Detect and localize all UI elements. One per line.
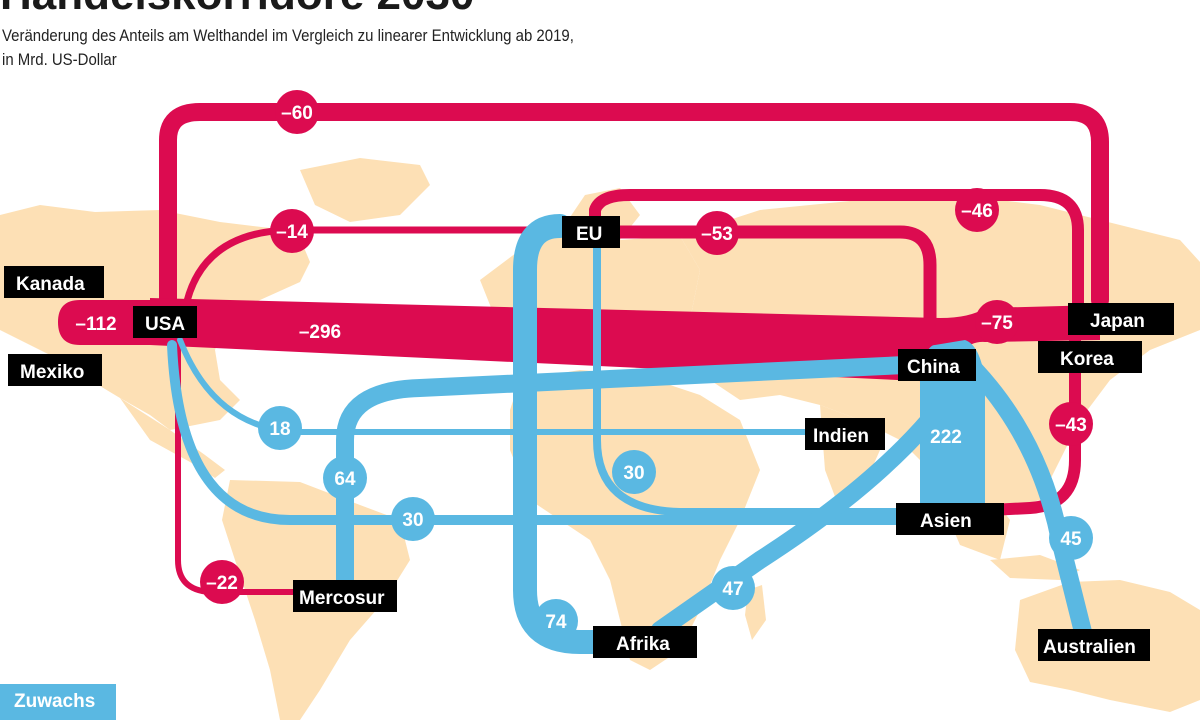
svg-text:USA: USA [145, 314, 185, 335]
region-label-eu: EU [562, 216, 620, 248]
value-label-minus-43: –43 [1055, 415, 1087, 436]
value-label-minus-112-group: –112 [75, 314, 116, 335]
value-label-minus-112: –112 [75, 314, 116, 335]
legend-growth: Zuwachs [0, 684, 116, 720]
land-greenland [300, 158, 430, 222]
svg-text:China: China [907, 357, 960, 378]
value-label-minus-75: –75 [981, 313, 1013, 334]
chart-subtitle: Veränderung des Anteils am Welthandel im… [2, 24, 688, 72]
corridor-japan-asien-43 [984, 334, 1081, 516]
svg-text:Australien: Australien [1043, 637, 1136, 658]
svg-text:Korea: Korea [1060, 349, 1114, 370]
value-label-222: 222 [930, 427, 962, 448]
svg-text:EU: EU [576, 224, 602, 245]
corridor-eu-asien-30 [593, 241, 904, 516]
svg-text:Mexiko: Mexiko [20, 362, 84, 383]
corridor-eu-china-53 [603, 225, 937, 357]
value-circle-minus-46: –46 [955, 188, 999, 232]
value-circle-30-usa: 30 [391, 497, 435, 541]
flow-value-labels: –60 –14 –53 –46 –112 –296 –75 –43 –22 18… [75, 90, 1093, 643]
region-label-indien: Indien [805, 418, 885, 450]
value-label-minus-296: –296 [299, 322, 341, 343]
value-label-45: 45 [1060, 529, 1082, 550]
svg-text:Kanada: Kanada [16, 274, 85, 295]
region-label-kanada: Kanada [4, 266, 104, 298]
value-circle-45: 45 [1049, 516, 1093, 560]
svg-text:Afrika: Afrika [616, 634, 670, 655]
corridor-afrika-china-47 [651, 371, 969, 639]
svg-text:Asien: Asien [920, 511, 972, 532]
value-label-30-usa: 30 [402, 510, 423, 531]
region-labels: Kanada USA Mexiko EU Japan Korea China I… [4, 216, 1174, 661]
value-circle-minus-60: –60 [275, 90, 319, 134]
svg-text:Japan: Japan [1090, 311, 1145, 332]
corridor-usa-japan-60 [159, 103, 1109, 329]
value-circle-30-eu: 30 [612, 450, 656, 494]
corridor-eu-japan-46 [589, 189, 1084, 316]
corridor-china-asien-222 [920, 340, 985, 510]
value-circle-minus-43: –43 [1049, 402, 1093, 446]
value-circle-minus-53: –53 [695, 211, 739, 255]
region-label-afrika: Afrika [593, 626, 697, 658]
land-indonesia [990, 555, 1080, 580]
region-label-usa: USA [133, 306, 197, 338]
value-circle-47: 47 [711, 566, 755, 610]
svg-text:Mercosur: Mercosur [299, 588, 385, 609]
chart-subtitle-line-1: Veränderung des Anteils am Welthandel im… [2, 26, 574, 45]
value-circle-minus-14: –14 [270, 209, 314, 253]
value-label-minus-14: –14 [276, 222, 308, 243]
region-label-korea: Korea [1038, 341, 1142, 373]
value-circle-minus-75: –75 [975, 300, 1019, 344]
value-label-minus-53: –53 [701, 224, 733, 245]
value-label-30-eu: 30 [623, 463, 644, 484]
value-circle-minus-22: –22 [200, 560, 244, 604]
value-label-minus-22: –22 [206, 573, 238, 594]
region-label-australien: Australien [1038, 629, 1150, 661]
value-label-74: 74 [545, 612, 567, 633]
value-label-222-group: 222 [930, 427, 962, 448]
corridor-usa-asien-30 [167, 340, 905, 525]
value-label-18: 18 [269, 419, 290, 440]
value-circle-18: 18 [258, 406, 302, 450]
corridor-usa-kanada-mexiko-112 [58, 300, 150, 345]
region-label-mexiko: Mexiko [8, 354, 102, 386]
value-label-minus-46: –46 [961, 201, 993, 222]
value-circle-74: 74 [534, 599, 578, 643]
region-label-china: China [898, 349, 976, 381]
region-label-mercosur: Mercosur [293, 580, 397, 612]
value-circle-64: 64 [323, 456, 367, 500]
value-label-minus-296-group: –296 [299, 322, 341, 343]
value-label-minus-60: –60 [281, 103, 313, 124]
region-label-asien: Asien [896, 503, 1004, 535]
svg-text:Indien: Indien [813, 426, 869, 447]
value-label-47: 47 [722, 579, 743, 600]
chart-title: Handelskorridore 2030 [0, 0, 474, 20]
corridor-mercosur-china-64 [336, 356, 914, 594]
chart-subtitle-line-2: in Mrd. US-Dollar [2, 50, 117, 69]
value-label-64: 64 [334, 469, 356, 490]
region-label-japan: Japan [1068, 303, 1174, 335]
